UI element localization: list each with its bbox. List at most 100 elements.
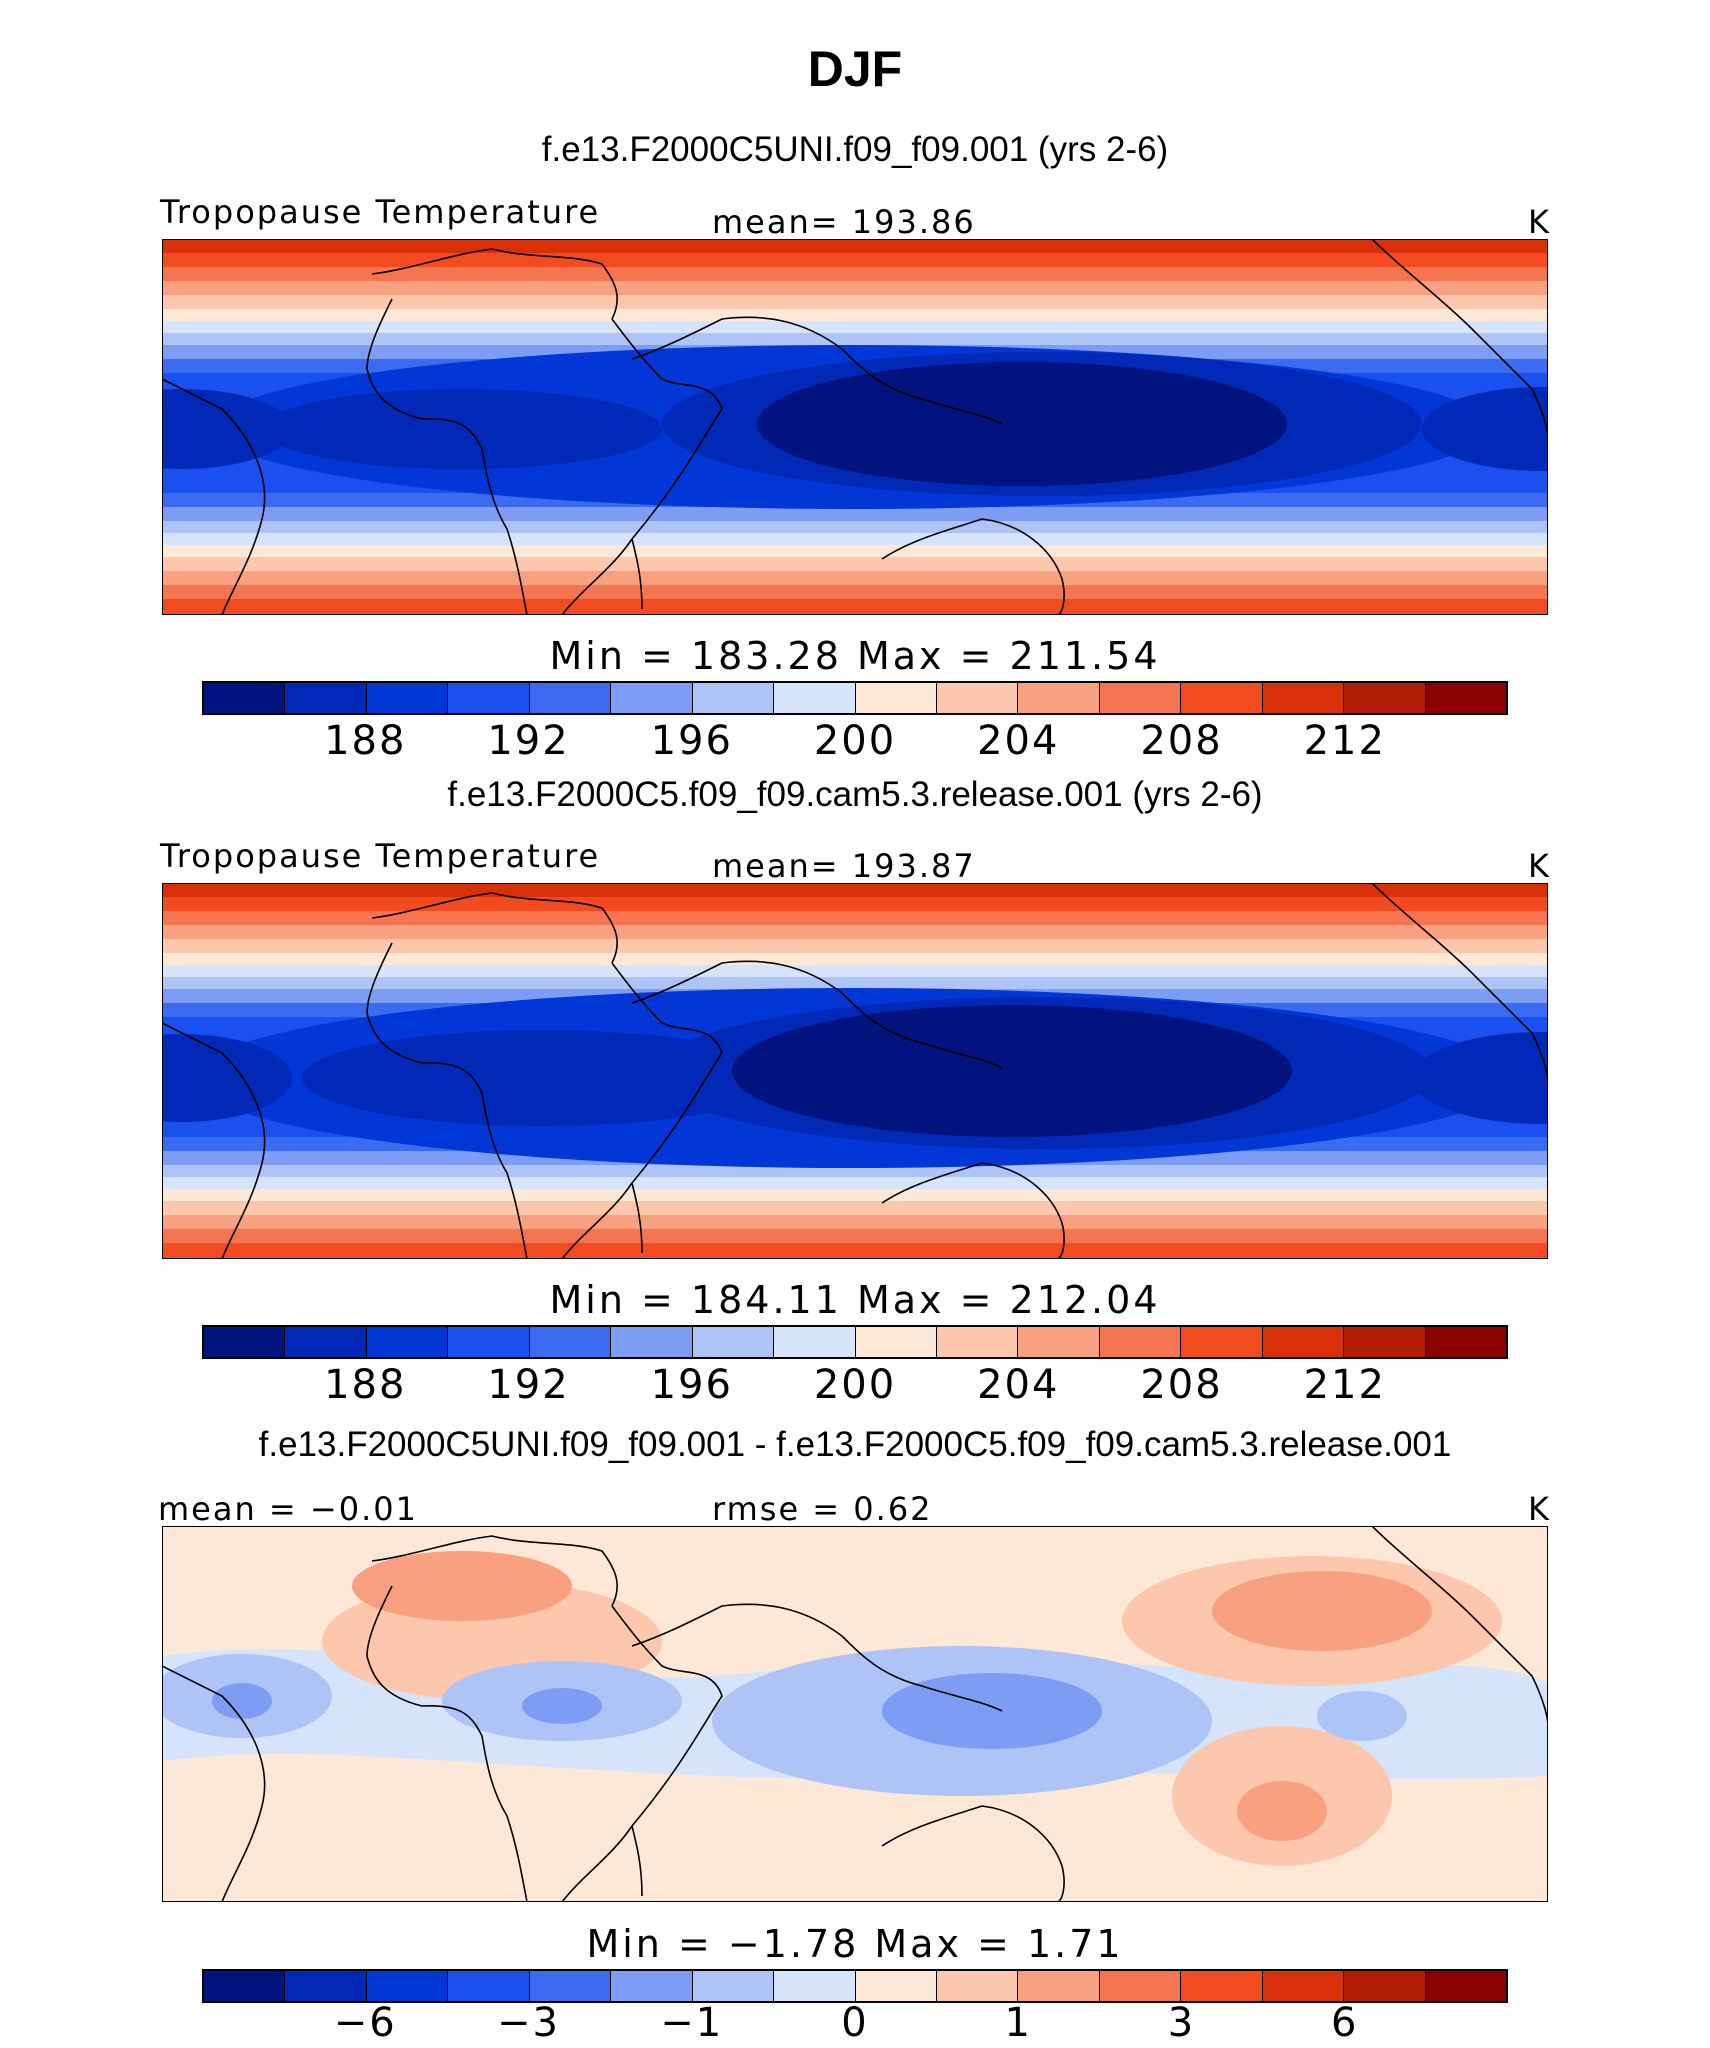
coldest-core bbox=[732, 1005, 1292, 1137]
band-bot-4 bbox=[162, 571, 1548, 585]
panel3-rmse-label: rmse = 0.62 bbox=[712, 1490, 933, 1528]
colorbar-swatch bbox=[1099, 1971, 1182, 2001]
band-bot-3 bbox=[162, 585, 1548, 599]
band-bot-3 bbox=[162, 1229, 1548, 1243]
band-bot-2 bbox=[162, 1243, 1548, 1259]
band-bot-8 bbox=[162, 1165, 1548, 1177]
panel3-colorbar bbox=[202, 1969, 1508, 2003]
colorbar-swatch bbox=[855, 683, 937, 713]
panel3-map bbox=[162, 1526, 1548, 1902]
band-bot-7 bbox=[162, 1177, 1548, 1189]
colorbar-tick-label: 6 bbox=[1331, 2000, 1359, 2046]
colorbar-swatch bbox=[692, 1971, 775, 2001]
colorbar-tick-label: −6 bbox=[333, 2000, 397, 2046]
band-top-5 bbox=[162, 295, 1548, 309]
colorbar-swatch bbox=[1344, 683, 1426, 713]
colorbar-swatch bbox=[936, 1971, 1019, 2001]
colorbar-swatch bbox=[774, 1971, 856, 2001]
colorbar-tick-label: 196 bbox=[650, 1362, 733, 1408]
panel1-mean-label: mean= 193.86 bbox=[712, 203, 976, 241]
band-top-4 bbox=[162, 281, 1548, 295]
colorbar-tick-label: 3 bbox=[1167, 2000, 1196, 2046]
colorbar-swatch bbox=[1099, 1327, 1182, 1357]
cold-zone-2 bbox=[302, 1030, 782, 1126]
cold-zone-east bbox=[1422, 387, 1548, 471]
colorbar-swatch bbox=[366, 683, 449, 713]
colorbar-swatch bbox=[855, 1971, 937, 2001]
colorbar-swatch bbox=[1262, 1327, 1345, 1357]
colorbar-swatch bbox=[692, 683, 775, 713]
colorbar-swatch bbox=[529, 1971, 612, 2001]
colorbar-swatch bbox=[1425, 1971, 1506, 2001]
panel2-colorbar bbox=[202, 1325, 1508, 1359]
cold-zone-2 bbox=[262, 389, 662, 469]
colorbar-swatch bbox=[529, 1327, 612, 1357]
cold-zone-east bbox=[1412, 1032, 1548, 1124]
figure-title: DJF bbox=[807, 41, 903, 97]
band-top-8 bbox=[162, 333, 1548, 345]
band-top-7 bbox=[162, 965, 1548, 977]
panel3-units-label: K bbox=[1528, 1490, 1551, 1528]
band-bot-7 bbox=[162, 533, 1548, 545]
diff-strong-positive-east bbox=[1212, 1571, 1432, 1651]
band-top-6 bbox=[162, 953, 1548, 965]
diff-strong-positive-south bbox=[1237, 1781, 1327, 1841]
panel2-mean-label: mean= 193.87 bbox=[712, 847, 976, 885]
panel2-colorbar-ticks: 188 192 196 200 204 208 212 bbox=[202, 1362, 1508, 1408]
panel1-minmax: Min = 183.28 Max = 211.54 bbox=[549, 634, 1161, 678]
colorbar-tick-label: 192 bbox=[487, 1362, 570, 1408]
band-top-5 bbox=[162, 939, 1548, 953]
colorbar-swatch bbox=[204, 1327, 286, 1357]
band-top-8 bbox=[162, 977, 1548, 989]
diff-strong-negative-warmpool bbox=[882, 1673, 1102, 1749]
cold-zone-west bbox=[162, 389, 292, 469]
colorbar-swatch bbox=[1018, 683, 1100, 713]
colorbar-swatch bbox=[692, 1327, 775, 1357]
panel2-units-label: K bbox=[1528, 847, 1551, 885]
colorbar-swatch bbox=[936, 683, 1019, 713]
colorbar-swatch bbox=[366, 1971, 449, 2001]
panel2-map bbox=[162, 883, 1548, 1259]
diff-strong-negative-west bbox=[212, 1683, 272, 1719]
colorbar-tick-label: 196 bbox=[650, 718, 733, 764]
panel1-field-label: Tropopause Temperature bbox=[160, 193, 601, 231]
panel3-minmax: Min = −1.78 Max = 1.71 bbox=[586, 1922, 1124, 1966]
band-bot-2 bbox=[162, 599, 1548, 615]
colorbar-tick-label: 200 bbox=[813, 1362, 897, 1408]
colorbar-tick-label: 204 bbox=[977, 1362, 1060, 1408]
panel3-mean-label: mean = −0.01 bbox=[158, 1490, 418, 1528]
colorbar-tick-label: 200 bbox=[813, 718, 897, 764]
panel1-units-label: K bbox=[1528, 203, 1551, 241]
band-top-2 bbox=[162, 253, 1548, 267]
colorbar-swatch bbox=[1425, 1327, 1506, 1357]
colorbar-swatch bbox=[1181, 1971, 1263, 2001]
colorbar-tick-label: 192 bbox=[487, 718, 570, 764]
colorbar-tick-label: 188 bbox=[324, 718, 407, 764]
colorbar-swatch bbox=[448, 1971, 530, 2001]
panel2-field-label: Tropopause Temperature bbox=[160, 837, 601, 875]
colorbar-swatch bbox=[285, 1971, 367, 2001]
colorbar-swatch bbox=[1018, 1971, 1100, 2001]
colorbar-swatch bbox=[204, 683, 286, 713]
coastlines bbox=[162, 1526, 1548, 1902]
band-bot-9 bbox=[162, 507, 1548, 521]
colorbar-tick-label: 212 bbox=[1303, 1362, 1386, 1408]
band-bot-8 bbox=[162, 521, 1548, 533]
colorbar-swatch bbox=[366, 1327, 449, 1357]
colorbar-swatch bbox=[285, 683, 367, 713]
panel1-subtitle: f.e13.F2000C5UNI.f09_f09.001 (yrs 2-6) bbox=[541, 130, 1169, 169]
colorbar-swatch bbox=[1344, 1327, 1426, 1357]
panel1-map bbox=[162, 239, 1548, 615]
band-bot-5 bbox=[162, 557, 1548, 571]
colorbar-swatch bbox=[1425, 683, 1506, 713]
colorbar-swatch bbox=[1099, 683, 1182, 713]
band-bot-4 bbox=[162, 1215, 1548, 1229]
colorbar-tick-label: 0 bbox=[841, 2000, 869, 2046]
colorbar-swatch bbox=[1181, 1327, 1263, 1357]
band-top-4 bbox=[162, 925, 1548, 939]
band-top-3 bbox=[162, 267, 1548, 281]
colorbar-tick-label: 212 bbox=[1303, 718, 1386, 764]
coastlines bbox=[162, 239, 1548, 615]
band-top-3 bbox=[162, 911, 1548, 925]
colorbar-swatch bbox=[774, 683, 856, 713]
